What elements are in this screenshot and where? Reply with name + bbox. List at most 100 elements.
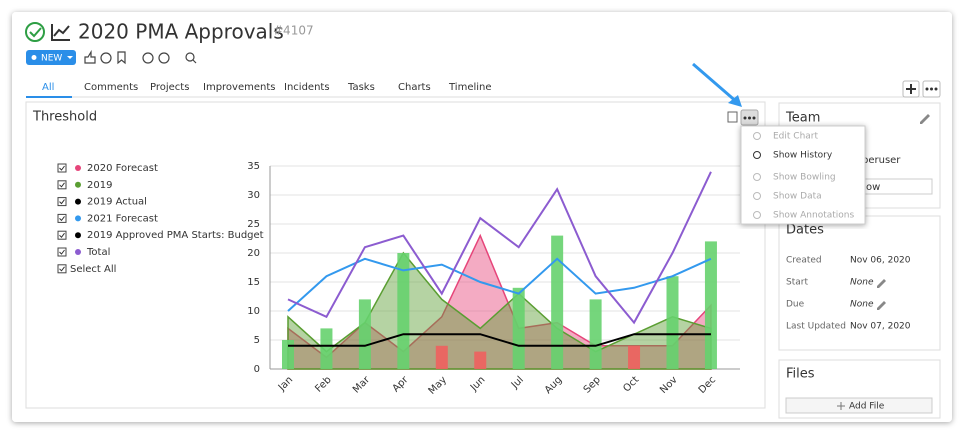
legend-label: 2019 Actual xyxy=(87,197,147,208)
bar xyxy=(282,340,294,369)
tab[interactable]: Charts xyxy=(398,82,431,93)
checkbox[interactable] xyxy=(57,197,67,207)
tab[interactable]: Comments xyxy=(84,82,138,93)
edit-icon[interactable] xyxy=(920,114,930,124)
menu-item[interactable]: Show Annotations xyxy=(773,211,855,221)
legend-label: 2021 Forecast xyxy=(87,213,158,224)
threshold-line xyxy=(288,333,711,347)
date-value: Nov 06, 2020 xyxy=(850,256,911,266)
bar xyxy=(474,351,487,369)
bar xyxy=(397,253,410,369)
date-label: Due xyxy=(786,300,805,310)
menu-icon xyxy=(753,151,761,159)
menu-icon xyxy=(753,192,761,200)
add-file-plus xyxy=(837,402,845,410)
checkbox[interactable] xyxy=(57,247,67,257)
y-tick-label: 25 xyxy=(247,219,260,230)
files-title: Files xyxy=(786,367,815,382)
check xyxy=(59,199,65,205)
date-label: Created xyxy=(786,256,822,266)
checkbox[interactable] xyxy=(57,180,67,190)
menu-item[interactable]: Show Data xyxy=(773,192,822,202)
tab[interactable]: Tasks xyxy=(347,82,375,93)
bar xyxy=(358,299,371,369)
check-icon xyxy=(25,22,45,42)
legend-label: Total xyxy=(86,247,110,258)
check xyxy=(59,249,65,255)
dates-panel xyxy=(778,215,941,351)
bar xyxy=(512,287,525,369)
legend-dot xyxy=(75,249,81,255)
check xyxy=(59,182,65,188)
menu-icon xyxy=(753,132,761,140)
checkbox[interactable] xyxy=(57,163,67,173)
caret xyxy=(67,56,73,59)
toolbar-icons[interactable] xyxy=(84,49,197,65)
dates-title: Dates xyxy=(786,223,824,238)
checkbox[interactable] xyxy=(57,230,67,240)
check xyxy=(59,165,65,171)
y-tick-label: 15 xyxy=(247,277,260,288)
legend-dot xyxy=(75,198,81,205)
check-mark xyxy=(29,27,42,38)
y-tick-label: 10 xyxy=(247,306,260,317)
team-user: beruser xyxy=(862,155,901,166)
edit-icon[interactable] xyxy=(877,279,886,288)
y-tick-label: 0 xyxy=(254,364,260,375)
tab[interactable]: Timeline xyxy=(448,82,492,93)
date-value: None xyxy=(850,278,874,288)
bar xyxy=(666,276,679,369)
menu-item[interactable]: Edit Chart xyxy=(773,132,818,142)
copy-icon[interactable] xyxy=(727,111,738,123)
arrow-head xyxy=(728,95,742,107)
tab[interactable]: Improvements xyxy=(203,82,275,93)
panel-more-dots xyxy=(743,116,756,120)
line xyxy=(287,257,712,312)
y-tick-label: 30 xyxy=(247,190,260,201)
y-tick-label: 35 xyxy=(247,161,260,172)
chart-icon xyxy=(51,24,70,41)
bar xyxy=(589,299,602,369)
menu-icon xyxy=(753,173,761,181)
bar xyxy=(320,328,333,369)
status-button[interactable] xyxy=(26,50,76,65)
check xyxy=(59,266,65,272)
checkbox[interactable] xyxy=(57,264,67,274)
check xyxy=(59,232,65,238)
page-title: 2020 PMA Approvals xyxy=(78,20,284,44)
legend-label: 2020 Forecast xyxy=(87,163,158,174)
status-label: NEW xyxy=(41,54,62,64)
line xyxy=(287,171,712,325)
team-title: Team xyxy=(785,111,820,126)
legend-label: 2019 Approved PMA Starts: Budget xyxy=(87,230,264,241)
plus-icon xyxy=(906,84,916,94)
menu-icon xyxy=(753,211,761,219)
legend-dot xyxy=(75,181,81,188)
tab[interactable]: Projects xyxy=(150,82,189,93)
tab[interactable]: Incidents xyxy=(284,82,330,93)
add-file-button[interactable] xyxy=(785,397,933,414)
chart-panel xyxy=(25,101,766,409)
checkbox[interactable] xyxy=(57,213,67,223)
bar xyxy=(551,235,564,369)
tab[interactable]: All xyxy=(42,82,54,93)
status-dot xyxy=(31,55,37,60)
panel-title: Threshold xyxy=(32,110,97,125)
menu-item[interactable]: Show Bowling xyxy=(773,173,836,183)
date-label: Last Updated xyxy=(786,322,846,332)
select-all[interactable]: Select All xyxy=(70,264,116,275)
legend-dot xyxy=(75,215,81,222)
arrow-line xyxy=(692,62,739,105)
item-id: #4107 xyxy=(273,24,314,38)
edit-icon[interactable] xyxy=(877,301,886,310)
check xyxy=(59,216,65,222)
add-file-label: Add File xyxy=(849,402,885,412)
bar xyxy=(704,241,717,369)
date-label: Start xyxy=(786,278,808,288)
menu-item[interactable]: Show History xyxy=(773,151,833,161)
y-tick-label: 5 xyxy=(254,335,260,346)
legend-dot xyxy=(75,232,81,239)
more-dots xyxy=(925,87,938,91)
